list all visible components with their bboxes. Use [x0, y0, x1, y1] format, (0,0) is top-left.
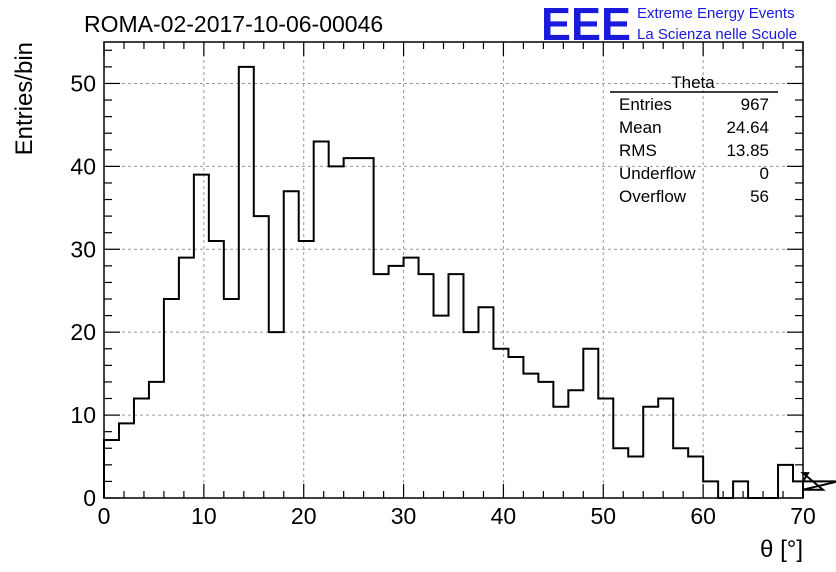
x-tick-label: 20 [291, 503, 317, 529]
x-axis-label: θ [°] [760, 536, 803, 563]
stats-title: Theta [671, 73, 715, 92]
histogram-bin [389, 266, 404, 498]
histogram-bin [119, 423, 134, 498]
histogram-bin [164, 299, 179, 498]
histogram-bin [314, 141, 329, 498]
histogram-bin [239, 67, 254, 498]
x-tick-label: 60 [690, 503, 716, 529]
histogram-bin [194, 175, 209, 498]
y-tick-labels: 0 10 20 30 40 50 [70, 70, 96, 511]
histogram-bin [434, 316, 449, 498]
histogram-bin [688, 457, 703, 498]
histogram-bin [344, 158, 359, 498]
histogram-bin [463, 332, 478, 498]
y-axis-label: Entries/bin [11, 42, 38, 155]
x-tick-label: 70 [790, 503, 816, 529]
histogram-bin [224, 299, 239, 498]
histogram-bin [583, 349, 598, 498]
plot-frame [103, 41, 804, 499]
y-tick-label: 40 [70, 153, 96, 179]
stats-value: 967 [741, 95, 769, 114]
histogram-bin [374, 274, 389, 498]
y-tick-label: 30 [70, 236, 96, 262]
histogram-bin [134, 399, 149, 498]
histogram-bin [553, 407, 568, 498]
chart-title: ROMA-02-2017-10-06-00046 [84, 11, 383, 37]
y-tick-label: 50 [70, 70, 96, 96]
histogram-bin [209, 241, 224, 498]
histogram-bin [179, 258, 194, 498]
axis-ticks [103, 42, 804, 499]
histogram-bin [508, 357, 523, 498]
histogram-bin [284, 191, 299, 498]
histogram-bin [449, 274, 464, 498]
histogram-bin [658, 399, 673, 498]
histogram-bin [419, 274, 434, 498]
histogram-bin [598, 399, 613, 498]
histogram-bin [538, 382, 553, 498]
histogram-bin [493, 349, 508, 498]
x-tick-label: 0 [98, 503, 111, 529]
y-tick-label: 20 [70, 319, 96, 345]
histogram-bin [269, 332, 284, 498]
grid-lines [104, 42, 803, 498]
stats-value: 56 [750, 187, 769, 206]
y-tick-label: 10 [70, 402, 96, 428]
logo-line2: La Scienza nelle Scuole [637, 26, 797, 43]
x-tick-label: 10 [191, 503, 217, 529]
x-tick-label: 30 [391, 503, 417, 529]
histogram-bin [613, 448, 628, 498]
y-tick-label: 0 [83, 485, 96, 511]
x-tick-label: 50 [590, 503, 616, 529]
stats-label: Overflow [619, 187, 687, 206]
stats-label: Underflow [619, 164, 696, 183]
logo-line1: Extreme Energy Events [637, 5, 795, 22]
histogram-bin [404, 258, 419, 498]
stats-value: 24.64 [726, 118, 769, 137]
stats-value: 13.85 [726, 141, 769, 160]
stats-value: 0 [760, 164, 769, 183]
histogram-bin [568, 390, 583, 498]
x-tick-label: 40 [491, 503, 517, 529]
histogram-bin [628, 457, 643, 498]
histogram-bin [643, 407, 658, 498]
stats-box: Theta Entries 967 Mean 24.64 RMS 13.85 Underfl… [610, 73, 778, 206]
histogram-bin [703, 481, 718, 498]
stats-rows: Entries 967 Mean 24.64 RMS 13.85 Underflow 0 Ove… [619, 95, 769, 206]
stats-label: RMS [619, 141, 657, 160]
histogram-bin [329, 166, 344, 498]
histogram-bin [778, 465, 793, 498]
histogram-bin [793, 481, 803, 498]
histogram-bin [523, 374, 538, 498]
histogram-bin [733, 481, 748, 498]
histogram-bin [673, 448, 688, 498]
histogram-bin [149, 382, 164, 498]
stats-label: Entries [619, 95, 672, 114]
histogram-bin [359, 158, 374, 498]
histogram-bin [254, 216, 269, 498]
histogram-bin [478, 307, 493, 498]
x-tick-labels: 0 10 20 30 40 50 60 70 [98, 503, 816, 529]
eee-logo: EEE Extreme Energy Events La Scienza nel… [541, 0, 797, 50]
histogram-bin [299, 241, 314, 498]
stats-label: Mean [619, 118, 662, 137]
